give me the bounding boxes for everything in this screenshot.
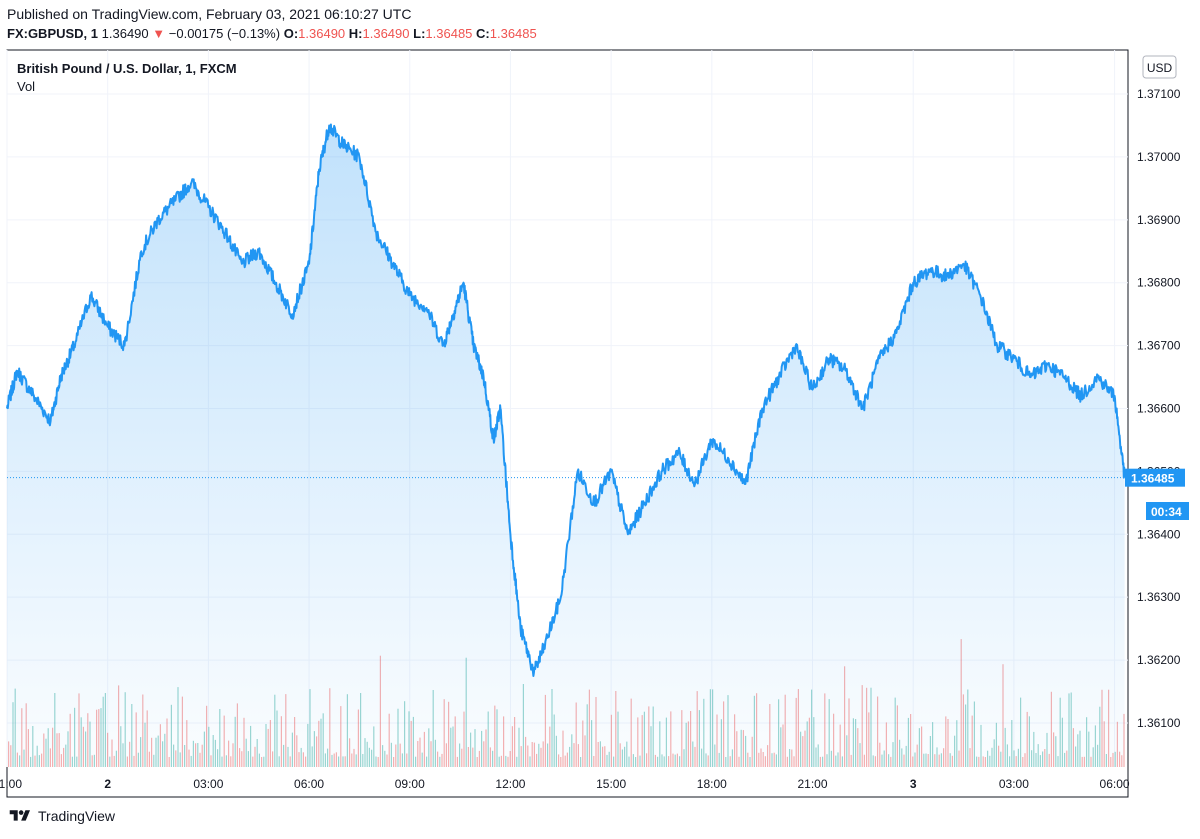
open-label: O:: [283, 26, 299, 41]
footer-brand-label: TradingView: [38, 808, 116, 824]
y-axis: 1.37100 1.37000 1.36900 1.36800 1.36700 1.366…: [1137, 87, 1181, 730]
price-area: [7, 124, 1125, 767]
y-tick-label: 1.36200: [1137, 653, 1181, 667]
y-tick-label: 1.36100: [1137, 716, 1181, 730]
x-tick-label: 03:00: [999, 777, 1029, 791]
y-tick-label: 1.36700: [1137, 339, 1181, 353]
y-tick-label: 1.36800: [1137, 276, 1181, 290]
symbol-legend: FX:GBPUSD, 1 1.36490 ▼ −0.00175 (−0.13%)…: [7, 26, 537, 41]
y-tick-label: 1.36600: [1137, 402, 1181, 416]
price-tag: 1.36485 00:34: [1125, 468, 1189, 520]
low-value: 1.36485: [425, 26, 473, 41]
published-line: Published on TradingView.com, February 0…: [7, 6, 412, 22]
chart-title: British Pound / U.S. Dollar, 1, FXCM: [17, 61, 237, 76]
currency-button[interactable]: USD: [1142, 55, 1177, 79]
high-label: H:: [348, 26, 363, 41]
x-tick-label: 3: [910, 777, 917, 791]
close-label: C:: [476, 26, 490, 41]
last-price: 1.36490: [101, 26, 149, 41]
x-tick-label: 21:00: [797, 777, 827, 791]
x-tick-label: 06:00: [1100, 777, 1130, 791]
price-change: −0.00175 (−0.13%): [168, 26, 281, 41]
price-tag-label: 1.36485: [1131, 472, 1175, 486]
high-value: 1.36490: [362, 26, 410, 41]
x-tick-label: 18:00: [697, 777, 727, 791]
open-value: 1.36490: [298, 26, 346, 41]
y-tick-label: 1.37000: [1137, 150, 1181, 164]
low-label: L:: [413, 26, 426, 41]
x-tick-label: 06:00: [294, 777, 324, 791]
countdown-label: 00:34: [1151, 505, 1182, 519]
symbol-name: FX:GBPUSD, 1: [7, 26, 99, 41]
vol-label: Vol: [17, 79, 35, 94]
footer-brand: TradingView: [8, 808, 115, 824]
x-tick-label: 21:00: [0, 777, 22, 791]
price-line: [6, 123, 1126, 677]
y-tick-label: 1.37100: [1137, 87, 1181, 101]
change-arrow-icon: ▼: [152, 26, 166, 41]
currency-label: USD: [1147, 61, 1173, 75]
x-tick-label: 12:00: [495, 777, 525, 791]
x-tick-label: 15:00: [596, 777, 626, 791]
y-tick-label: 1.36900: [1137, 213, 1181, 227]
close-value: 1.36485: [489, 26, 537, 41]
tradingview-logo-icon: [9, 810, 30, 821]
x-tick-label: 2: [104, 777, 111, 791]
y-tick-label: 1.36400: [1137, 527, 1181, 541]
x-tick-label: 03:00: [193, 777, 223, 791]
y-tick-label: 1.36300: [1137, 590, 1181, 604]
x-axis: 21:00 2 03:00 06:00 09:00 12:00 15:00 18:00 21:0…: [0, 777, 1130, 791]
x-tick-label: 09:00: [395, 777, 425, 791]
